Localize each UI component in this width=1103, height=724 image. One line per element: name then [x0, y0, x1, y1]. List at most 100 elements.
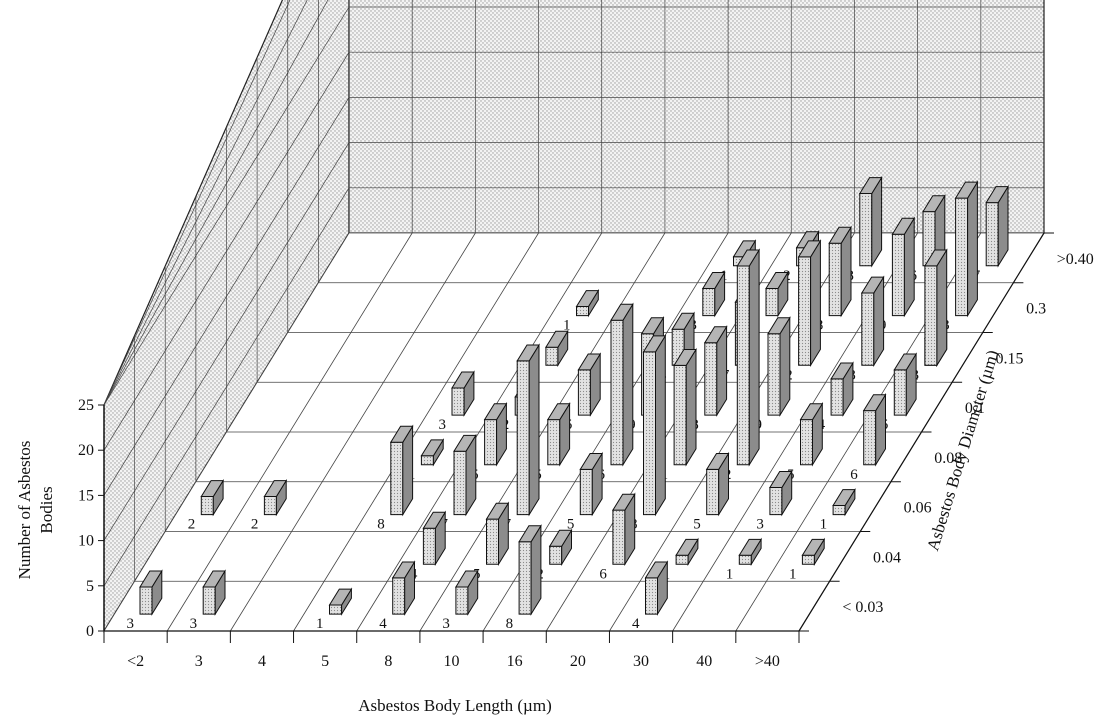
bar-front-face [200, 496, 214, 516]
bar-front-face [769, 487, 783, 516]
bar-front-face [612, 509, 626, 565]
bar-top-face [922, 195, 946, 213]
bar-top-face [703, 326, 728, 344]
bar-front-face [202, 586, 216, 615]
bar-top-face [575, 290, 600, 307]
bar: 3 [439, 370, 475, 433]
bar-value-label: 6 [850, 467, 858, 483]
bar-top-face [455, 570, 479, 588]
bar: 3 [442, 569, 479, 632]
bar-front-face [673, 364, 687, 466]
bar-side-face [903, 216, 915, 318]
bar-top-face [200, 480, 224, 497]
bar-top-face [422, 511, 447, 529]
bar-top-face [736, 249, 760, 267]
bar-top-face [516, 344, 540, 362]
bar-top-face [545, 330, 569, 348]
bar-side-face [810, 239, 821, 368]
bar-front-face [263, 496, 277, 516]
bar-front-face [576, 306, 589, 317]
bar: 11 [904, 248, 948, 383]
x-tick-label: 4 [258, 653, 266, 670]
bar: 8 [377, 424, 414, 533]
y-tick-label: < 0.03 [842, 599, 883, 616]
y-tick-label: 0.3 [1026, 301, 1046, 318]
y-tick-label: 0.08 [934, 450, 962, 467]
bar-top-face [640, 317, 665, 335]
bar-side-face [528, 343, 540, 517]
bar: 3 [190, 569, 226, 632]
bar-front-face [518, 541, 532, 615]
bar-top-face [518, 525, 542, 543]
bar-front-face [484, 419, 498, 466]
bar-value-label: 5 [693, 517, 701, 533]
bar-front-face [798, 256, 812, 366]
z-tick-label: 25 [78, 397, 94, 414]
x-tick-label: 5 [321, 653, 329, 670]
x-tick-label: 3 [195, 653, 203, 670]
bar-side-face [622, 302, 634, 467]
bar-top-face [765, 272, 789, 289]
bar: 5 [471, 401, 508, 483]
bar-front-face [859, 193, 873, 267]
bar-front-face [830, 378, 844, 416]
bar-top-face [673, 349, 697, 366]
bar-top-face [893, 353, 917, 371]
bar-front-face [392, 577, 406, 615]
bar-front-face [891, 233, 905, 317]
bar-front-face [329, 604, 343, 615]
bar-top-face [769, 471, 793, 488]
bar-top-face [202, 570, 226, 588]
bar-front-face [610, 319, 624, 466]
bar-top-face [738, 538, 762, 556]
bar-top-face [483, 403, 508, 421]
y-tick-label: >0.40 [1057, 251, 1094, 268]
bar-side-face [967, 180, 978, 318]
bar-top-face [797, 240, 822, 258]
bar-top-face [705, 453, 730, 470]
bar-top-face [799, 403, 824, 421]
x-tick-label: 16 [507, 653, 523, 670]
bar-top-face [830, 362, 854, 380]
bar-front-face [516, 360, 530, 516]
bar-front-face [549, 545, 563, 565]
bar-front-face [645, 577, 658, 615]
bar: 8 [506, 524, 542, 632]
bar: 3 [127, 569, 163, 632]
bar-top-face [828, 226, 852, 244]
bar-top-face [579, 453, 603, 470]
bar-front-face [893, 369, 907, 416]
bar-side-face [655, 334, 666, 517]
bar-front-face [453, 450, 467, 516]
bar-front-face [545, 346, 559, 366]
bar-top-face [675, 538, 699, 556]
bar-side-face [685, 347, 697, 467]
x-axis-label: Asbestos Body Length (µm) [358, 696, 551, 715]
x-tick-label: 8 [384, 653, 392, 670]
bar: 5 [567, 451, 603, 533]
bar-value-label: 5 [567, 517, 575, 533]
bar-top-face [546, 403, 571, 421]
x-tick-label: 30 [633, 653, 649, 670]
bar-front-face [765, 288, 779, 317]
bar-top-face [924, 249, 948, 267]
bar-value-label: 1 [726, 566, 734, 582]
bar-top-face [862, 394, 887, 412]
bar-front-face [420, 455, 434, 466]
bar-front-face [577, 369, 591, 416]
bar-side-face [779, 316, 791, 417]
bar-top-face [263, 480, 288, 497]
bar-top-face [420, 439, 445, 457]
bar-top-face [610, 303, 634, 321]
bar-value-label: 3 [439, 417, 447, 433]
bar: 8 [816, 225, 852, 334]
bar: 1 [820, 487, 856, 533]
bar-front-face [828, 242, 842, 317]
x-tick-label: >40 [755, 653, 780, 670]
bar: 4 [632, 560, 669, 632]
bar: 2 [251, 478, 288, 533]
bar-top-face [732, 240, 757, 258]
bar: 7 [440, 433, 477, 533]
bar-value-label: 2 [251, 517, 259, 533]
